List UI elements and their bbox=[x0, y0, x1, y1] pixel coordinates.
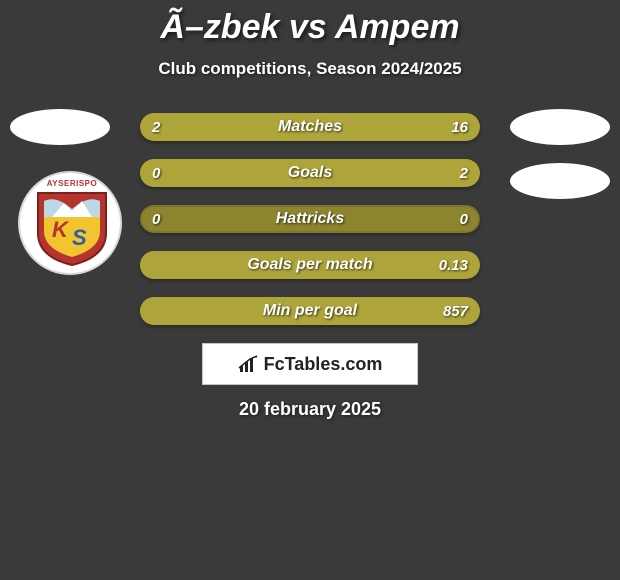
club-crest: AYSERISPO K S bbox=[18, 171, 122, 275]
shield-icon: K S bbox=[34, 187, 110, 267]
player-right-badge-2 bbox=[510, 163, 610, 199]
svg-text:K: K bbox=[52, 217, 70, 242]
stat-right-value: 0.13 bbox=[439, 257, 468, 274]
stat-label: Hattricks bbox=[140, 210, 480, 228]
stat-right-value: 16 bbox=[451, 119, 468, 136]
stat-label: Goals bbox=[140, 164, 480, 182]
chart-icon bbox=[238, 354, 260, 374]
subtitle: Club competitions, Season 2024/2025 bbox=[0, 59, 620, 79]
stat-row: 0Hattricks0 bbox=[140, 205, 480, 233]
date-label: 20 february 2025 bbox=[140, 399, 480, 420]
brand-box[interactable]: FcTables.com bbox=[202, 343, 418, 385]
stats-list: 2Matches160Goals20Hattricks0Goals per ma… bbox=[140, 113, 480, 325]
stat-row: 0Goals2 bbox=[140, 159, 480, 187]
stat-right-value: 0 bbox=[460, 211, 468, 228]
stat-row: 2Matches16 bbox=[140, 113, 480, 141]
stat-right-value: 857 bbox=[443, 303, 468, 320]
player-right-badge-1 bbox=[510, 109, 610, 145]
stat-row: Goals per match0.13 bbox=[140, 251, 480, 279]
stat-label: Goals per match bbox=[140, 256, 480, 274]
brand-label: FcTables.com bbox=[264, 354, 383, 375]
page-title: Ã–zbek vs Ampem bbox=[0, 8, 620, 47]
stat-right-value: 2 bbox=[460, 165, 468, 182]
player-left-badge bbox=[10, 109, 110, 145]
stat-row: Min per goal857 bbox=[140, 297, 480, 325]
svg-text:S: S bbox=[72, 225, 87, 250]
stat-label: Min per goal bbox=[140, 302, 480, 320]
stat-label: Matches bbox=[140, 118, 480, 136]
